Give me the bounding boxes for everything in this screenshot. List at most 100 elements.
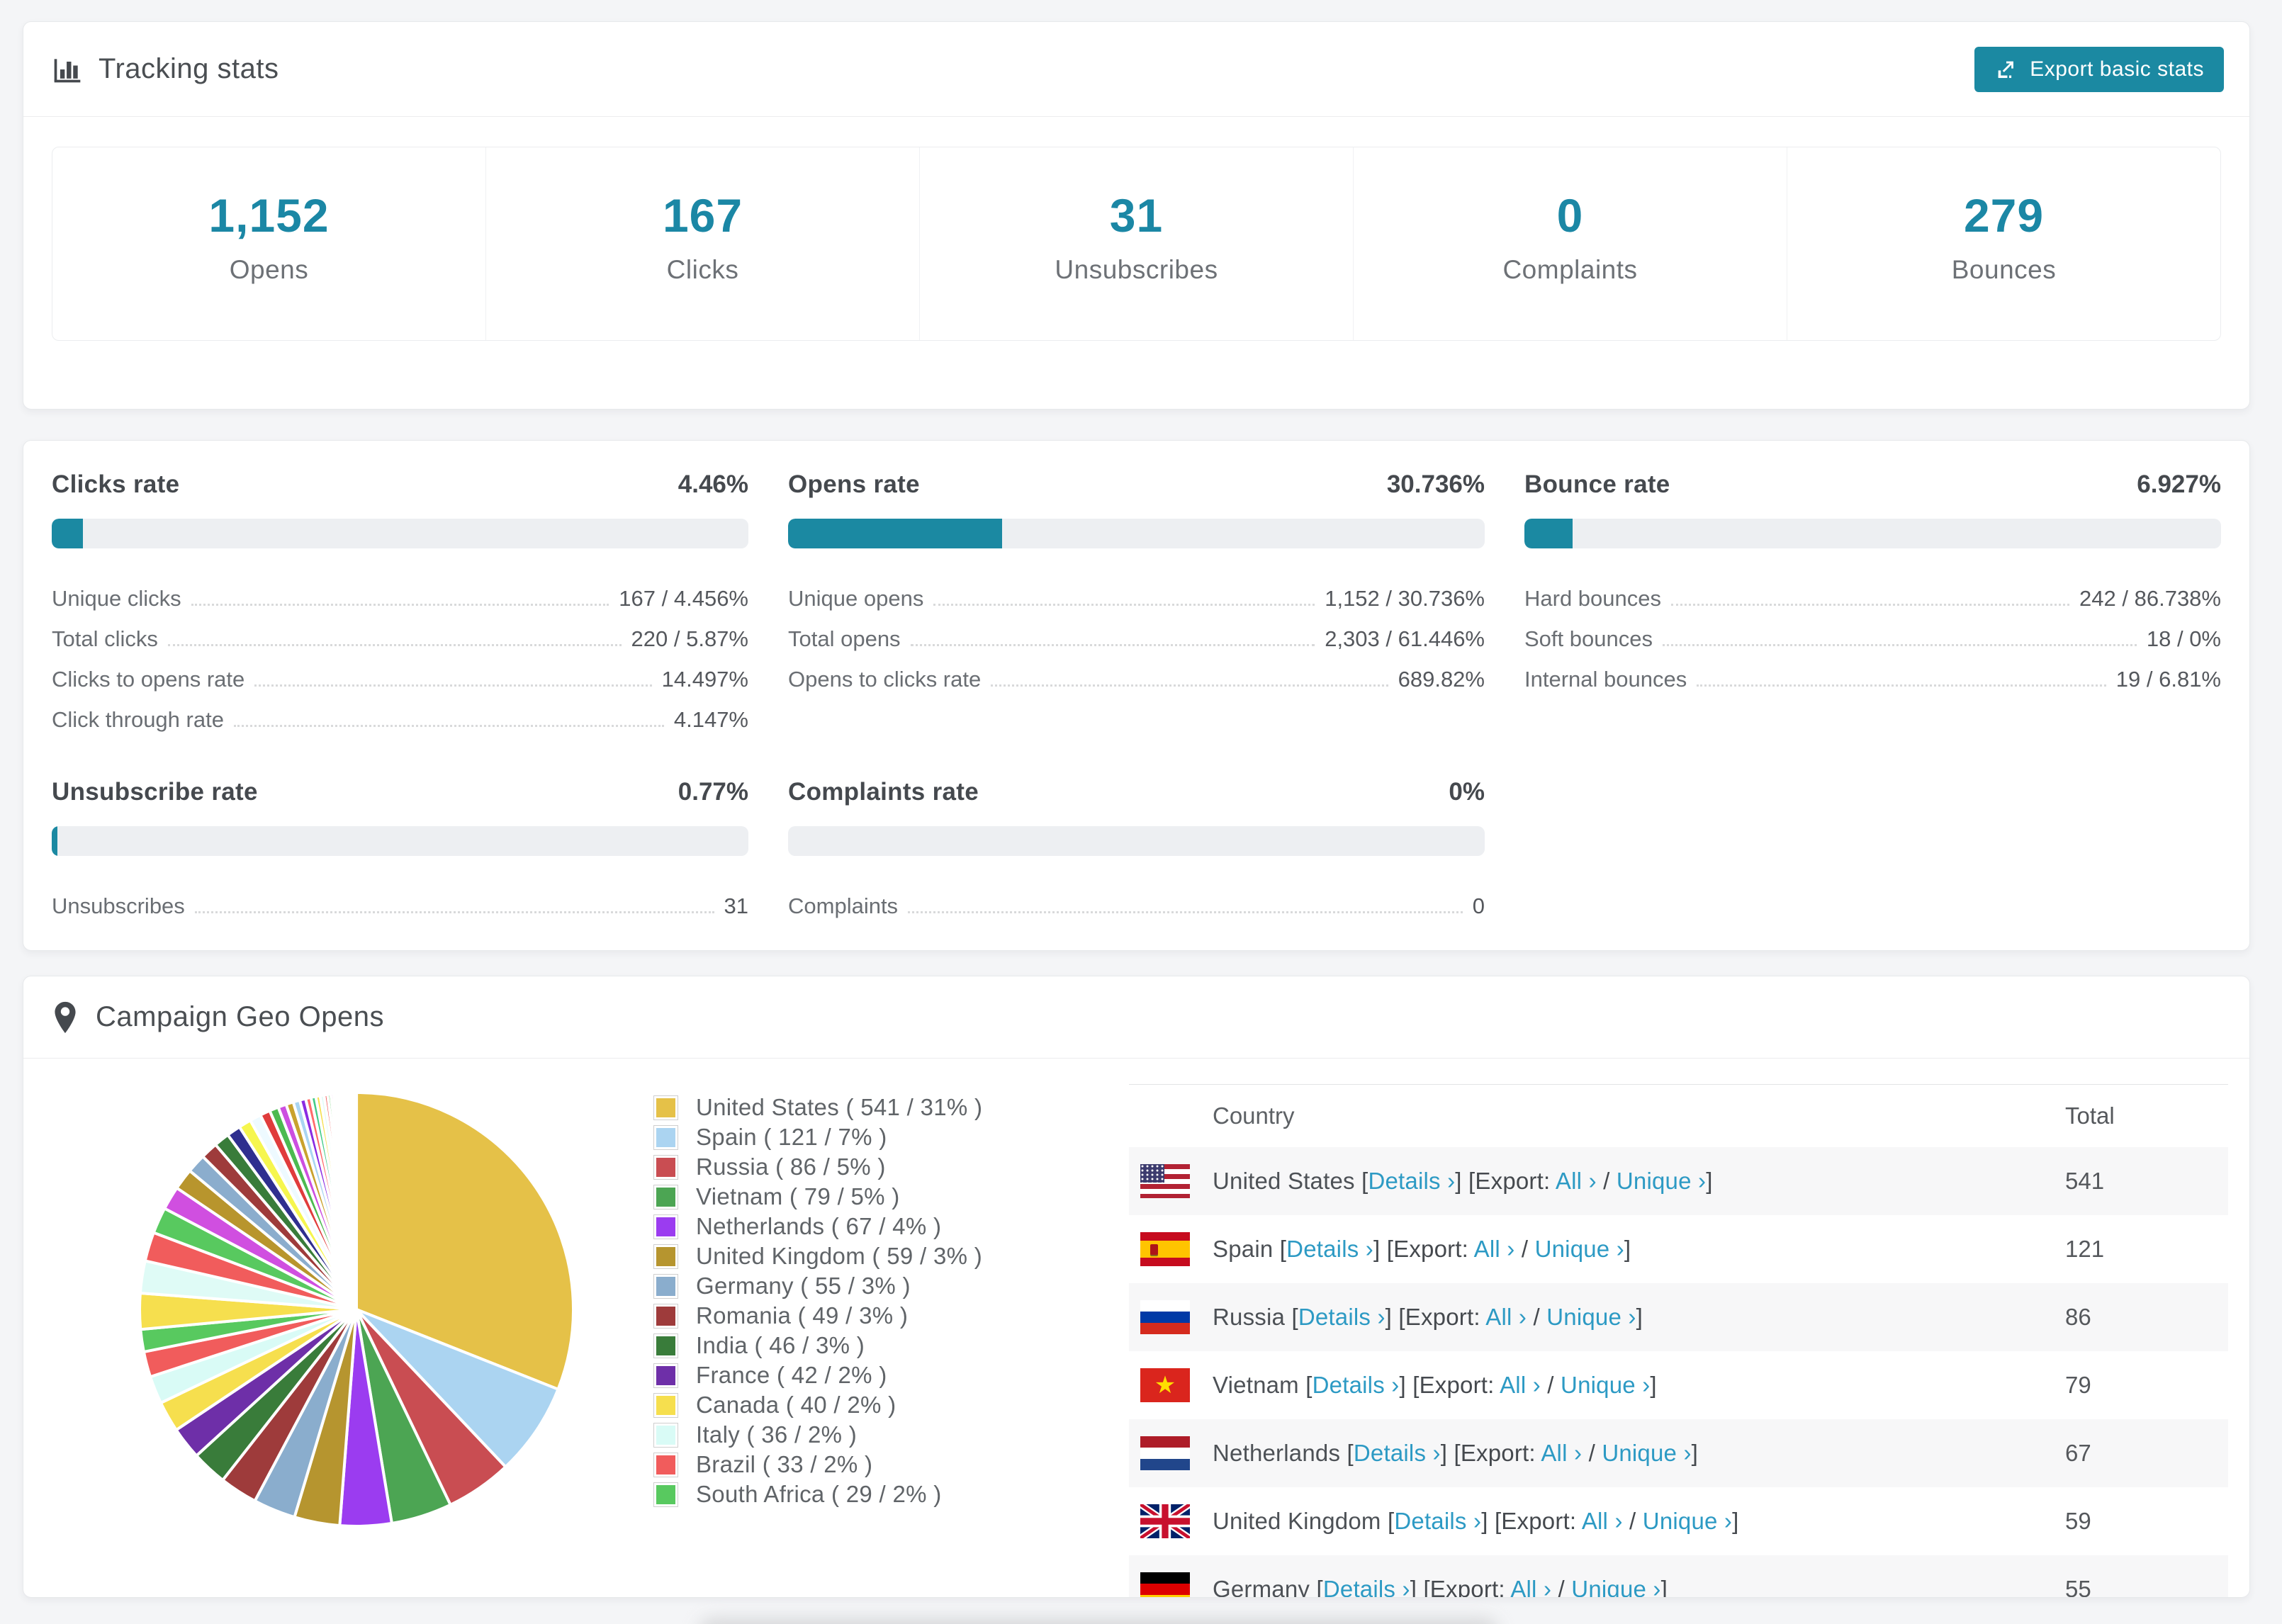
- flag-spain-icon: [1140, 1232, 1190, 1266]
- legend-swatch: [653, 1095, 678, 1120]
- stat-opens: 1,152 Opens: [208, 189, 330, 284]
- details-link[interactable]: Details ›: [1298, 1304, 1386, 1330]
- details-link[interactable]: Details ›: [1394, 1508, 1482, 1534]
- export-all-link[interactable]: All ›: [1541, 1440, 1583, 1466]
- legend-swatch: [653, 1154, 678, 1180]
- legend-item: France ( 42 / 2% ): [653, 1360, 1051, 1390]
- table-row: United Kingdom [Details ›] [Export: All …: [1129, 1487, 2228, 1555]
- export-unique-link[interactable]: Unique ›: [1642, 1508, 1733, 1534]
- details-link[interactable]: Details ›: [1353, 1440, 1441, 1466]
- opens-rate-progressbar: [788, 519, 1485, 548]
- legend-swatch: [653, 1124, 678, 1150]
- export-unique-link[interactable]: Unique ›: [1546, 1304, 1636, 1330]
- total-value: 59: [2065, 1508, 2091, 1534]
- legend-swatch: [653, 1214, 678, 1239]
- export-all-link[interactable]: All ›: [1500, 1372, 1541, 1398]
- export-basic-stats-button[interactable]: Export basic stats: [1974, 46, 2224, 92]
- export-unique-link[interactable]: Unique ›: [1616, 1168, 1707, 1194]
- unsubscribe-rate-progressbar: [52, 826, 748, 856]
- table-row: Germany [Details ›] [Export: All › / Uni…: [1129, 1555, 2228, 1598]
- table-row: Vietnam [Details ›] [Export: All › / Uni…: [1129, 1351, 2228, 1419]
- total-value: 541: [2065, 1168, 2105, 1194]
- export-all-link[interactable]: All ›: [1555, 1168, 1597, 1194]
- tracking-stats-card: Tracking stats Export basic stats 1,152 …: [23, 21, 2250, 410]
- bar-chart-icon: [52, 54, 83, 85]
- table-row: Russia [Details ›] [Export: All › / Uniq…: [1129, 1283, 2228, 1351]
- details-link[interactable]: Details ›: [1312, 1372, 1400, 1398]
- export-all-link[interactable]: All ›: [1485, 1304, 1527, 1330]
- export-unique-link[interactable]: Unique ›: [1561, 1372, 1651, 1398]
- stat-bounces: 279 Bounces: [1787, 147, 2220, 340]
- column-country: Country: [1213, 1103, 1295, 1129]
- legend-item: Romania ( 49 / 3% ): [653, 1301, 1051, 1331]
- legend-swatch: [653, 1184, 678, 1209]
- export-icon: [1994, 57, 2018, 81]
- total-value: 55: [2065, 1576, 2091, 1598]
- page: Tracking stats Export basic stats 1,152 …: [23, 21, 2250, 1598]
- detail-row: Hard bounces 242 / 86.738%: [1524, 586, 2221, 611]
- export-all-link[interactable]: All ›: [1581, 1508, 1623, 1534]
- map-pin-icon: [52, 1000, 79, 1034]
- total-value: 121: [2065, 1236, 2105, 1262]
- details-link[interactable]: Details ›: [1286, 1236, 1373, 1262]
- detail-row: Soft bounces 18 / 0%: [1524, 626, 2221, 651]
- clicks-rate-progressbar: [52, 519, 748, 548]
- stat-clicks: 167 Clicks: [485, 147, 919, 340]
- flag-germany-icon: [1140, 1572, 1190, 1597]
- legend-swatch: [653, 1303, 678, 1329]
- legend-item: Brazil ( 33 / 2% ): [653, 1450, 1051, 1479]
- detail-row: Unique clicks 167 / 4.456%: [52, 586, 748, 611]
- detail-row: Internal bounces 19 / 6.81%: [1524, 667, 2221, 692]
- complaints-rate-block: Complaints rate 0% Complaints 0: [788, 778, 1485, 922]
- flag-united-kingdom-icon: [1140, 1504, 1190, 1538]
- legend-item: Spain ( 121 / 7% ): [653, 1122, 1051, 1152]
- geo-opens-title: Campaign Geo Opens: [96, 1001, 385, 1032]
- export-all-link[interactable]: All ›: [1510, 1576, 1552, 1598]
- legend-item: Canada ( 40 / 2% ): [653, 1390, 1051, 1420]
- legend-swatch: [653, 1392, 678, 1418]
- table-row: Spain [Details ›] [Export: All › / Uniqu…: [1129, 1215, 2228, 1283]
- detail-row: Total opens 2,303 / 61.446%: [788, 626, 1485, 651]
- tracking-stats-header: Tracking stats Export basic stats: [23, 22, 2249, 117]
- detail-row: Opens to clicks rate 689.82%: [788, 667, 1485, 692]
- legend-item: Netherlands ( 67 / 4% ): [653, 1212, 1051, 1241]
- geo-opens-header: Campaign Geo Opens: [23, 976, 2249, 1059]
- legend-item: United States ( 541 / 31% ): [653, 1093, 1051, 1122]
- geo-pie-chart: [130, 1083, 583, 1536]
- detail-row: Complaints 0: [788, 893, 1485, 918]
- total-value: 67: [2065, 1440, 2091, 1466]
- total-value: 79: [2065, 1372, 2091, 1398]
- details-link[interactable]: Details ›: [1368, 1168, 1456, 1194]
- legend-swatch: [653, 1422, 678, 1448]
- export-unique-link[interactable]: Unique ›: [1602, 1440, 1692, 1466]
- stat-unsubscribes: 31 Unsubscribes: [919, 147, 1353, 340]
- opens-rate-block: Opens rate 30.736% Unique opens 1,152 / 3…: [788, 470, 1485, 735]
- geo-table-header: Country Total: [1129, 1085, 2228, 1147]
- table-row: Netherlands [Details ›] [Export: All › /…: [1129, 1419, 2228, 1487]
- export-unique-link[interactable]: Unique ›: [1534, 1236, 1624, 1262]
- flag-united-states-icon: [1140, 1164, 1190, 1198]
- legend-swatch: [653, 1452, 678, 1477]
- detail-row: Click through rate 4.147%: [52, 707, 748, 732]
- legend-swatch: [653, 1273, 678, 1299]
- details-link[interactable]: Details ›: [1322, 1576, 1410, 1598]
- legend-swatch: [653, 1363, 678, 1388]
- total-value: 86: [2065, 1304, 2091, 1330]
- stats-summary-row: 1,152 Opens 167 Clicks 31 Unsubscribes 0…: [52, 147, 2221, 341]
- export-unique-link[interactable]: Unique ›: [1571, 1576, 1661, 1598]
- legend-item: Vietnam ( 79 / 5% ): [653, 1182, 1051, 1212]
- flag-netherlands-icon: [1140, 1436, 1190, 1470]
- geo-table: Country Total United States [Details ›] …: [1129, 1084, 2228, 1598]
- clicks-rate-block: Clicks rate 4.46% Unique clicks 167 / 4.4…: [52, 470, 748, 735]
- flag-vietnam-icon: [1140, 1368, 1190, 1402]
- legend-item: Italy ( 36 / 2% ): [653, 1420, 1051, 1450]
- pie-legend: United States ( 541 / 31% ) Spain ( 121 …: [653, 1093, 1051, 1509]
- detail-row: Total clicks 220 / 5.87%: [52, 626, 748, 651]
- detail-row: Clicks to opens rate 14.497%: [52, 667, 748, 692]
- legend-item: South Africa ( 29 / 2% ): [653, 1479, 1051, 1509]
- detail-row: Unique opens 1,152 / 30.736%: [788, 586, 1485, 611]
- stat-complaints: 0 Complaints: [1353, 147, 1787, 340]
- legend-item: Germany ( 55 / 3% ): [653, 1271, 1051, 1301]
- export-all-link[interactable]: All ›: [1473, 1236, 1515, 1262]
- unsubscribe-rate-block: Unsubscribe rate 0.77% Unsubscribes 31: [52, 778, 748, 922]
